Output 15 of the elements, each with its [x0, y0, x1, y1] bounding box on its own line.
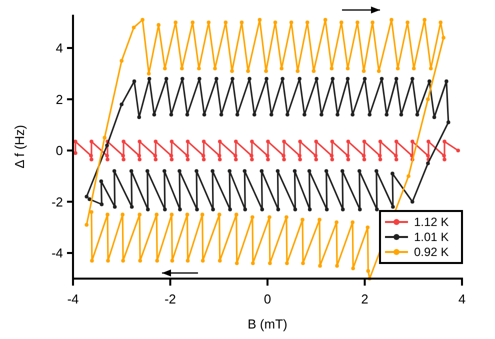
x-tick-label: -2: [164, 292, 176, 307]
y-axis-title: Δ f (Hz): [12, 124, 27, 168]
legend-label: 0.92 K: [414, 245, 449, 260]
x-tick-label: 0: [264, 292, 272, 307]
y-tick-label: 4: [56, 40, 63, 56]
y-tick-label: 2: [56, 92, 63, 107]
y-tick-label: -4: [51, 246, 63, 261]
x-tick-label: 2: [361, 292, 368, 307]
x-axis-title: B (mT): [248, 316, 288, 332]
x-tick-label: 4: [458, 292, 466, 307]
y-tick-label: 0: [56, 143, 63, 158]
y-tick-label: -2: [51, 194, 63, 210]
x-tick-label: -4: [67, 292, 79, 307]
legend-label: 1.01 K: [414, 230, 449, 244]
legend-label: 1.12 K: [414, 215, 449, 230]
